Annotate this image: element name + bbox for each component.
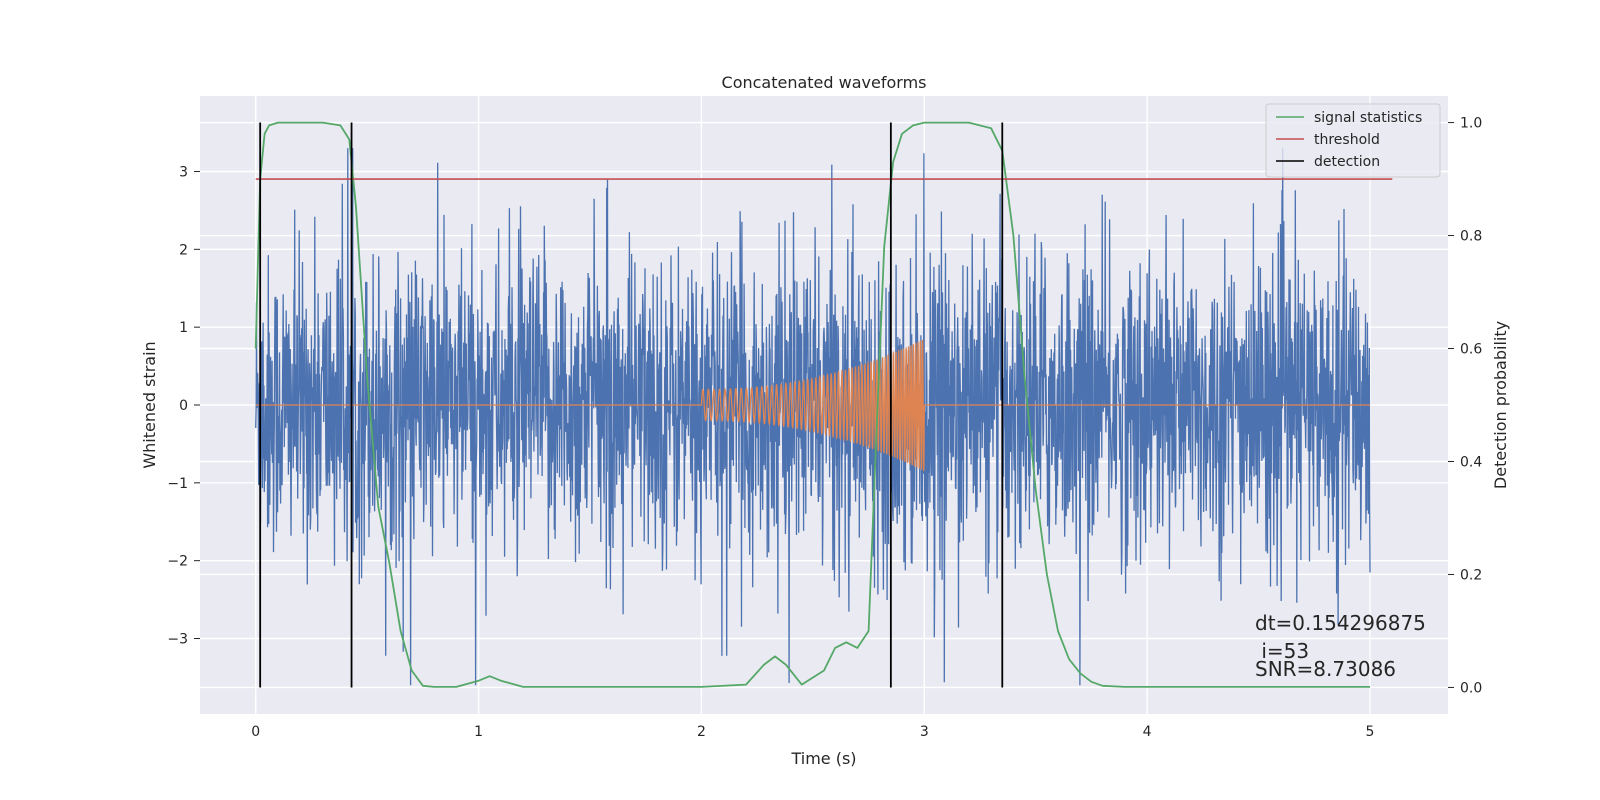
noise-series	[255, 148, 1371, 686]
legend-label-signal-statistics: signal statistics	[1314, 110, 1422, 126]
y-tick-label: −3	[167, 632, 188, 648]
annotation-i: i=53	[1255, 639, 1309, 663]
chart-title: Concatenated waveforms	[722, 73, 927, 92]
annotation-dt: dt=0.154296875	[1255, 611, 1426, 635]
annotation-snr: SNR=8.73086	[1255, 657, 1396, 681]
y-tick-label: 2	[179, 242, 188, 258]
y2-tick-label: 1.0	[1460, 116, 1482, 132]
legend-box	[1265, 103, 1441, 178]
x-tick-label: 5	[1366, 724, 1375, 740]
y-tick-label: −2	[167, 554, 188, 570]
x-ticks: 0 1 2 3 4 5	[251, 724, 1374, 740]
y-tick-label: 3	[179, 164, 188, 180]
signal-statistics-line	[254, 121, 1370, 688]
x-tick-label: 3	[920, 724, 929, 740]
y2-tick-label: 0.0	[1460, 680, 1482, 696]
x-tick-label: 4	[1143, 724, 1152, 740]
legend: signal statistics threshold detection	[1265, 103, 1441, 178]
y-tick-label: 1	[179, 320, 188, 336]
y-tick-label: −1	[167, 476, 188, 492]
noise-line	[255, 148, 1371, 686]
chirp-line	[255, 339, 1370, 472]
y-tick-label: 0	[179, 398, 188, 414]
y2-tick-label: 0.2	[1460, 567, 1482, 583]
chirp-series	[255, 339, 1370, 472]
signal-statistics-series	[254, 121, 1370, 688]
y-axis-label: Whitened strain	[140, 341, 159, 468]
legend-label-threshold: threshold	[1314, 132, 1380, 148]
legend-label-detection: detection	[1314, 154, 1380, 170]
x-tick-label: 2	[697, 724, 706, 740]
y-ticks: −3 −2 −1 0 1 2 3	[167, 164, 200, 648]
x-tick-label: 1	[474, 724, 483, 740]
x-tick-label: 0	[251, 724, 260, 740]
x-axis-label: Time (s)	[790, 749, 856, 768]
y2-tick-label: 0.4	[1460, 454, 1482, 470]
detection-series	[259, 122, 1004, 688]
y2-tick-label: 0.6	[1460, 342, 1482, 358]
y2-tick-label: 0.8	[1460, 229, 1482, 245]
y2-axis-label: Detection probability	[1491, 321, 1510, 489]
y2-ticks: 0.0 0.2 0.4 0.6 0.8 1.0	[1448, 116, 1482, 696]
